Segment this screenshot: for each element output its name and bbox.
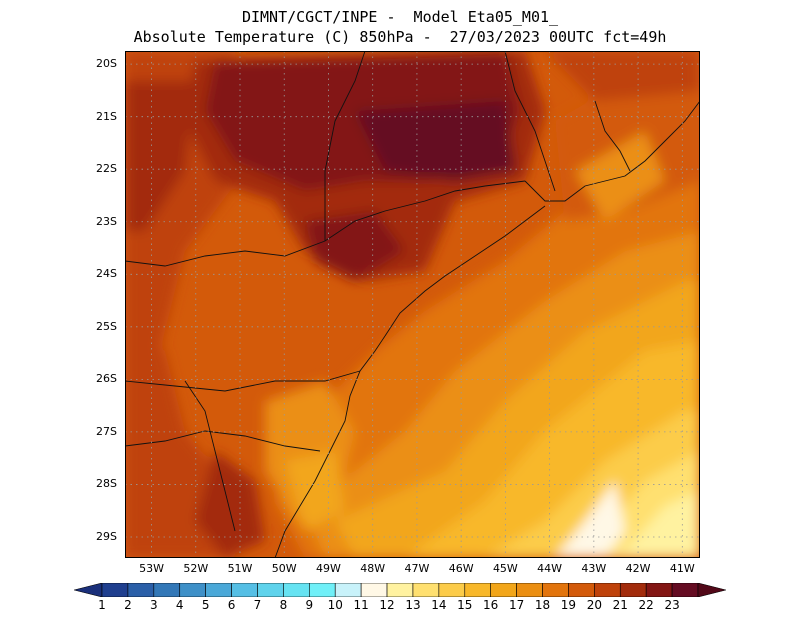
lon-label: 47W [404, 562, 430, 575]
colorbar-segment [153, 583, 181, 597]
lat-label: 26S [96, 372, 117, 386]
lon-label: 44W [537, 562, 563, 575]
colorbar-label: 20 [586, 598, 602, 612]
colorbar-segment [619, 583, 647, 597]
colorbar-label: 14 [431, 598, 447, 612]
lon-label: 41W [669, 562, 695, 575]
colorbar-label: 17 [508, 598, 525, 612]
lon-label: 53W [139, 562, 164, 575]
colorbar-segment [334, 583, 362, 597]
colorbar-label: 3 [149, 598, 158, 612]
colorbar-segment [231, 583, 258, 597]
colorbar-label: 1 [98, 598, 106, 612]
colorbar-underflow-triangle [74, 583, 103, 597]
lat-label: 21S [96, 109, 117, 123]
colorbar-segment [101, 583, 129, 597]
lat-label: 24S [96, 267, 117, 281]
colorbar-label: 16 [483, 598, 499, 612]
colorbar-segment [542, 583, 569, 597]
colorbar-label: 10 [327, 598, 343, 612]
colorbar-label: 12 [379, 598, 395, 612]
colorbar-segment [490, 583, 517, 597]
colorbar-overflow-triangle [697, 583, 726, 597]
lon-label: 42W [625, 562, 651, 575]
colorbar-label: 2 [124, 598, 132, 612]
colorbar [74, 583, 726, 597]
colorbar-label: 19 [560, 598, 577, 612]
title-field-line: Absolute Temperature (C) 850hPa - 27/03/… [133, 28, 667, 46]
colorbar-segment [309, 583, 336, 597]
colorbar-label: 23 [664, 598, 680, 612]
lon-label: 49W [316, 562, 341, 575]
colorbar-label: 15 [457, 598, 473, 612]
lon-label: 43W [581, 562, 607, 575]
colorbar-segment [283, 583, 310, 597]
lon-label: 52W [183, 562, 209, 575]
lon-label: 46W [448, 562, 474, 575]
lat-label: 28S [96, 477, 117, 491]
colorbar-label: 11 [353, 598, 369, 612]
lat-label: 23S [96, 214, 117, 228]
title-source-line: DIMNT/CGCT/INPE - Model Eta05_M01_ [241, 8, 559, 26]
colorbar-label: 5 [201, 598, 210, 612]
colorbar-label: 6 [227, 598, 236, 612]
colorbar-segment [257, 583, 284, 597]
colorbar-segment [412, 583, 440, 597]
colorbar-label: 7 [253, 598, 262, 612]
borders [125, 51, 700, 558]
colorbar-segment [438, 583, 466, 597]
colorbar-label: 13 [405, 598, 421, 612]
temperature-map [125, 51, 700, 558]
colorbar-label: 21 [612, 598, 628, 612]
lon-label: 51W [227, 562, 253, 575]
lat-label: 25S [96, 319, 117, 333]
colorbar-label: 18 [534, 598, 551, 612]
temperature-field [125, 51, 700, 558]
colorbar-segment [516, 583, 543, 597]
graticule [125, 51, 700, 558]
colorbar-segment [568, 583, 595, 597]
lon-label: 48W [360, 562, 386, 575]
colorbar-segment [386, 583, 414, 597]
colorbar-segment [645, 583, 673, 597]
colorbar-label: 9 [305, 598, 314, 612]
lon-label: 45W [492, 562, 518, 575]
colorbar-segment [205, 583, 232, 597]
colorbar-segment [127, 583, 155, 597]
colorbar-segment [671, 583, 699, 597]
lat-label: 27S [96, 424, 117, 438]
colorbar-label: 8 [279, 598, 288, 612]
lat-label: 29S [96, 529, 117, 543]
colorbar-label: 22 [638, 598, 654, 612]
lat-label: 22S [96, 162, 117, 176]
colorbar-segment [464, 583, 491, 597]
colorbar-segment [179, 583, 206, 597]
colorbar-segment [594, 583, 621, 597]
lat-label: 20S [96, 57, 117, 71]
map-frame [125, 51, 700, 558]
lon-label: 50W [271, 562, 297, 575]
colorbar-label: 4 [175, 598, 184, 612]
colorbar-segment [360, 583, 388, 597]
